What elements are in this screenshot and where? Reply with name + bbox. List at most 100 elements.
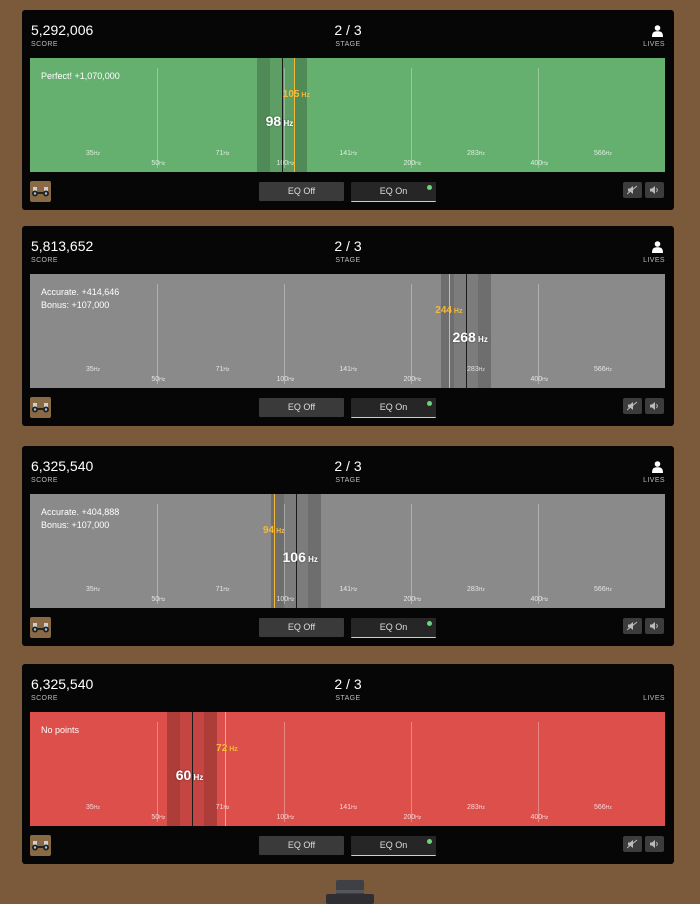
eq-on-button[interactable]: EQ On: [351, 182, 436, 202]
stage-label: STAGE: [335, 477, 361, 484]
mute-icon: [627, 401, 638, 411]
eq-active-indicator: [427, 621, 432, 626]
stage-value: 2 / 3: [334, 22, 362, 38]
stage-label: STAGE: [335, 695, 361, 702]
guess-marker: [448, 274, 450, 388]
result-message-line: Accurate. +404,888: [41, 507, 120, 517]
grid-line: [157, 504, 158, 604]
result-message: No points: [41, 724, 79, 737]
grid-line: [284, 722, 285, 822]
frequency-tick: 50Hz: [151, 814, 166, 821]
frequency-board[interactable]: 35Hz 50Hz 71Hz 100Hz 141Hz 200Hz 283Hz 400Hz 566…: [30, 494, 665, 608]
mute-icon: [627, 621, 638, 631]
frequency-tick: 35Hz: [86, 150, 100, 157]
volume-button[interactable]: [645, 398, 664, 414]
score-label: SCORE: [31, 41, 58, 48]
mute-button[interactable]: [623, 836, 642, 852]
frequency-tick: 35Hz: [86, 586, 100, 593]
binoculars-icon[interactable]: [30, 181, 51, 202]
result-message: Accurate. +414,646 Bonus: +107,000: [41, 286, 119, 312]
frequency-tick: 50Hz: [151, 160, 166, 167]
result-message: Perfect! +1,070,000: [41, 70, 120, 83]
person-icon: [652, 461, 663, 473]
eq-on-button[interactable]: EQ On: [351, 618, 436, 638]
score-value: 6,325,540: [31, 676, 94, 692]
score-label: SCORE: [31, 695, 58, 702]
frequency-tick: 566Hz: [594, 804, 612, 811]
answer-marker: [191, 712, 193, 826]
mute-button[interactable]: [623, 618, 642, 634]
frequency-tick: 141Hz: [339, 366, 358, 373]
round-panel: 5,813,652 SCORE 2 / 3 STAGE LIVES 35Hz 50Hz 71H…: [22, 226, 674, 426]
answer-label: 268 Hz: [452, 329, 488, 345]
frequency-tick: 566Hz: [594, 150, 612, 157]
answer-marker: [296, 494, 298, 608]
frequency-board[interactable]: 35Hz 50Hz 71Hz 100Hz 141Hz 200Hz 283Hz 400Hz 566…: [30, 712, 665, 826]
person-icon: [652, 241, 663, 253]
eq-off-button[interactable]: EQ Off: [259, 618, 344, 637]
score-label: SCORE: [31, 257, 58, 264]
result-message-line: Bonus: +107,000: [41, 520, 110, 530]
frequency-tick: 566Hz: [594, 586, 612, 593]
frequency-tick: 141Hz: [339, 150, 358, 157]
lives-label: LIVES: [643, 257, 665, 264]
result-message-line: Accurate. +414,646: [41, 287, 120, 297]
answer-marker: [281, 58, 283, 172]
frequency-tick: 400Hz: [530, 596, 549, 603]
eq-on-button[interactable]: EQ On: [351, 836, 436, 856]
frequency-tick: 400Hz: [530, 160, 549, 167]
round-panel: 6,325,540 SCORE 2 / 3 STAGE LIVES 35Hz 50Hz 71H…: [22, 664, 674, 864]
score-value: 5,292,006: [31, 22, 94, 38]
grid-line: [538, 284, 539, 384]
person-icon: [652, 25, 663, 37]
eq-off-button[interactable]: EQ Off: [259, 836, 344, 855]
score-label: SCORE: [31, 477, 58, 484]
frequency-tick: 71Hz: [215, 586, 230, 593]
guess-label: 105 Hz: [282, 89, 310, 100]
grid-line: [538, 68, 539, 168]
frequency-tick: 283Hz: [467, 804, 485, 811]
binoculars-icon[interactable]: [30, 835, 51, 856]
mute-icon: [627, 839, 638, 849]
eq-off-button[interactable]: EQ Off: [259, 182, 344, 201]
frequency-tick: 71Hz: [215, 150, 230, 157]
speaker-icon: [650, 622, 658, 630]
frequency-tick: 200Hz: [403, 160, 422, 167]
binoculars-icon[interactable]: [30, 617, 51, 638]
frequency-tick: 400Hz: [530, 814, 549, 821]
frequency-tick: 141Hz: [339, 804, 358, 811]
speaker-icon: [650, 186, 658, 194]
eq-active-indicator: [427, 185, 432, 190]
stage-value: 2 / 3: [334, 458, 362, 474]
frequency-board[interactable]: 35Hz 50Hz 71Hz 100Hz 141Hz 200Hz 283Hz 400Hz 566…: [30, 274, 665, 388]
grid-line: [411, 504, 412, 604]
score-value: 6,325,540: [31, 458, 94, 474]
frequency-tick: 283Hz: [467, 586, 485, 593]
mute-button[interactable]: [623, 398, 642, 414]
result-message: Accurate. +404,888 Bonus: +107,000: [41, 506, 119, 532]
guess-label: 244 Hz: [435, 305, 463, 316]
frequency-tick: 35Hz: [86, 804, 100, 811]
volume-button[interactable]: [645, 618, 664, 634]
volume-button[interactable]: [645, 836, 664, 852]
frequency-tick: 141Hz: [339, 586, 358, 593]
result-message-line: No points: [41, 725, 80, 735]
frequency-tick: 50Hz: [151, 376, 166, 383]
grid-line: [411, 722, 412, 822]
frequency-tick: 400Hz: [530, 376, 549, 383]
volume-button[interactable]: [645, 182, 664, 198]
round-panel: 5,292,006 SCORE 2 / 3 STAGE LIVES 35Hz 50Hz 71H…: [22, 10, 674, 210]
frequency-board[interactable]: 35Hz 50Hz 71Hz 100Hz 141Hz 200Hz 283Hz 400Hz 566…: [30, 58, 665, 172]
frequency-tick: 283Hz: [467, 366, 485, 373]
frequency-tick: 71Hz: [215, 804, 230, 811]
grid-line: [157, 722, 158, 822]
eq-off-button[interactable]: EQ Off: [259, 398, 344, 417]
frequency-tick: 200Hz: [403, 814, 422, 821]
grid-line: [411, 284, 412, 384]
eq-on-button[interactable]: EQ On: [351, 398, 436, 418]
grid-line: [284, 504, 285, 604]
mute-button[interactable]: [623, 182, 642, 198]
answer-label: 60 Hz: [175, 767, 204, 783]
binoculars-icon[interactable]: [30, 397, 51, 418]
frequency-tick: 100Hz: [276, 814, 295, 821]
